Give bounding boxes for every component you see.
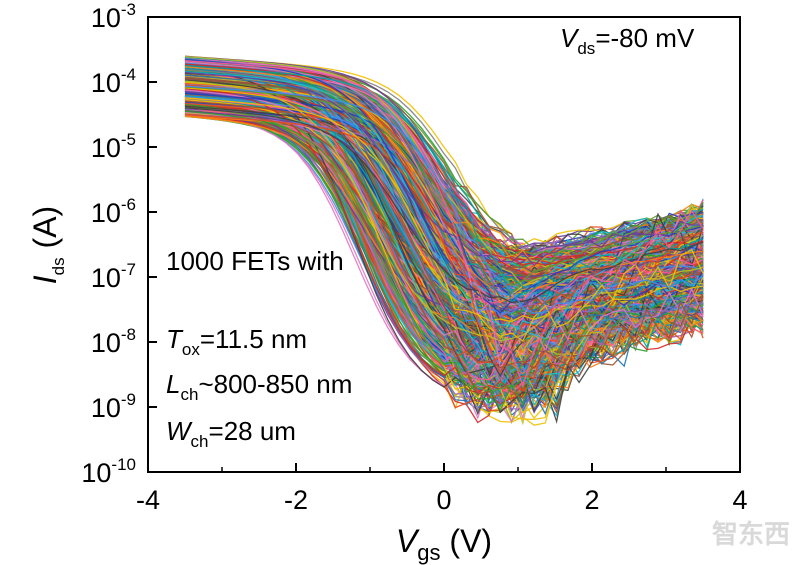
fet-curve (184, 87, 704, 323)
fet-curve (184, 100, 704, 370)
annotation-vds: Vds=-80 mV (560, 23, 695, 58)
watermark-logo: 智东西 (712, 519, 790, 550)
fet-curve (184, 85, 704, 314)
y-tick-label: 10-10 (81, 455, 136, 488)
fet-curve (184, 60, 704, 388)
x-tick-label: 0 (436, 485, 451, 515)
x-tick-label: -2 (284, 485, 308, 515)
y-tick-label: 10-5 (91, 130, 136, 163)
fet-curve (184, 98, 704, 421)
y-axis-label: Ids (A) (27, 206, 68, 284)
annotation-wch: Wch=28 um (166, 416, 296, 451)
fet-curve (184, 71, 703, 267)
annotation-lch: Lch~800-850 nm (166, 369, 352, 404)
annotation-tox: Tox=11.5 nm (166, 324, 307, 359)
y-tick-label: 10-7 (91, 260, 136, 293)
fet-curve (184, 107, 704, 304)
x-axis-label: Vgs (V) (396, 523, 492, 565)
fet-curve (184, 64, 704, 304)
x-axis-ticks: -4 -2 0 2 4 (136, 463, 748, 515)
fet-curve (184, 86, 704, 287)
y-tick-label: 10-3 (91, 0, 136, 33)
fet-curve (184, 112, 704, 320)
y-tick-label: 10-4 (91, 65, 136, 98)
fet-curve (184, 97, 704, 342)
y-axis-ticks: 10-3 10-4 10-5 10-6 10-7 10-8 10-9 10-10 (81, 0, 157, 488)
fet-curve (184, 103, 704, 400)
fet-curve (184, 61, 704, 370)
fet-curve (184, 71, 704, 340)
x-tick-label: 2 (584, 485, 599, 515)
fet-curve (184, 113, 704, 374)
fet-curve (184, 74, 704, 337)
fet-curve (184, 74, 704, 375)
x-tick-label: -4 (136, 485, 160, 515)
fet-transfer-curves (184, 55, 704, 426)
x-tick-label: 4 (732, 485, 747, 515)
y-tick-label: 10-9 (91, 390, 136, 423)
annotation-fet-count: 1000 FETs with (166, 246, 344, 276)
fet-curve (184, 59, 704, 314)
fet-curve (184, 92, 704, 340)
y-tick-label: 10-6 (91, 195, 136, 228)
fet-curve (184, 110, 704, 412)
caption-text: … (60, 553, 80, 565)
y-tick-label: 10-8 (91, 325, 136, 358)
